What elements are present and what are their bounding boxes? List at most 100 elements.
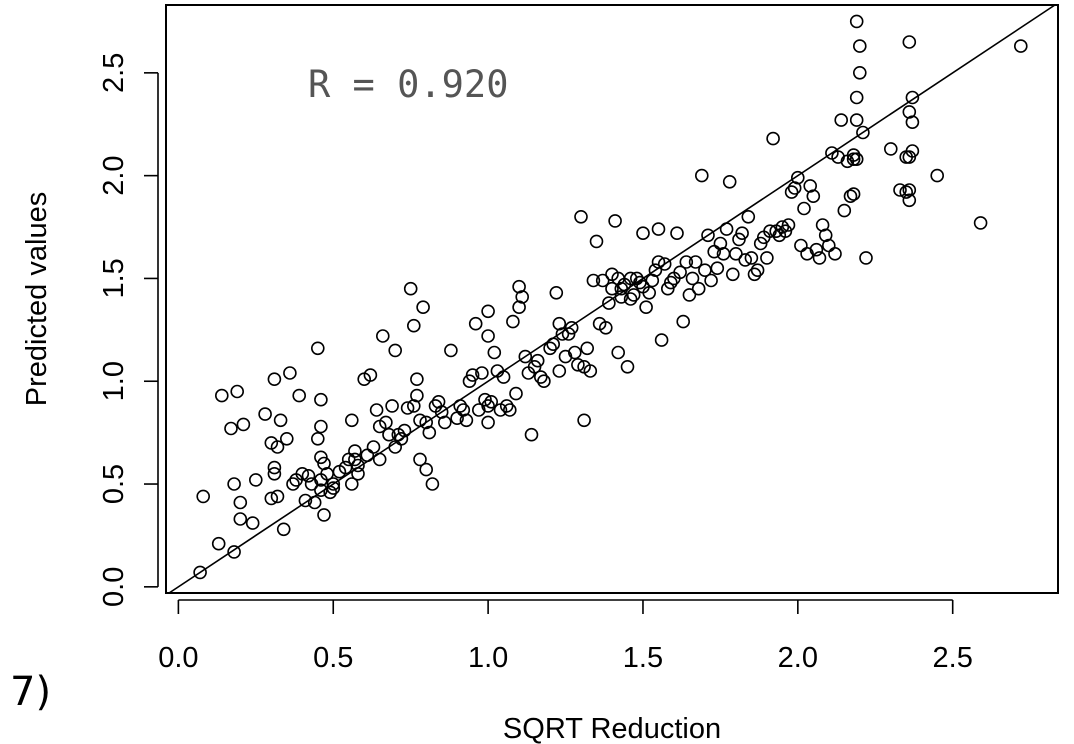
data-point: [310, 431, 325, 446]
data-point: [264, 491, 279, 506]
y-axis-label: Predicted values: [21, 192, 53, 406]
data-point: [694, 168, 709, 183]
data-point: [283, 366, 297, 380]
data-point: [583, 364, 598, 378]
data-point: [679, 255, 694, 269]
data-point: [292, 388, 307, 403]
data-point: [487, 345, 502, 360]
y-tick-label: 1.0: [98, 361, 130, 401]
x-tick-label: 1.5: [623, 642, 663, 674]
data-point: [465, 368, 480, 382]
data-point: [310, 341, 325, 356]
data-point: [806, 189, 821, 203]
data-point: [348, 444, 362, 458]
data-point: [249, 473, 263, 487]
data-point: [905, 144, 920, 158]
data-point: [410, 388, 424, 403]
data-point: [326, 477, 341, 491]
data-point: [314, 450, 328, 465]
data-point: [893, 183, 907, 197]
data-point: [468, 316, 483, 331]
data-point: [245, 516, 260, 530]
x-tick-label: 0.5: [313, 642, 353, 674]
data-point: [735, 226, 749, 240]
data-point: [843, 189, 858, 203]
data-point: [499, 399, 514, 413]
data-point: [834, 113, 849, 127]
points-layer: [193, 14, 1028, 580]
data-point: [481, 329, 495, 343]
data-point: [704, 273, 718, 288]
data-point: [682, 288, 697, 302]
data-point: [586, 273, 601, 288]
data-point: [732, 232, 746, 247]
data-point: [478, 392, 492, 407]
data-point: [626, 288, 641, 302]
data-point: [685, 271, 700, 286]
data-point: [753, 236, 768, 251]
x-ticks: 0.0 0.5 1.0 1.5 2.0 2.5: [158, 600, 973, 674]
data-point: [899, 185, 914, 199]
data-point: [747, 267, 762, 282]
data-point: [623, 292, 638, 306]
data-point: [369, 403, 384, 417]
data-point: [849, 90, 864, 105]
x-axis-label: SQRT Reduction: [503, 713, 721, 744]
plot-frame: [165, 4, 1059, 594]
data-point: [419, 462, 434, 477]
data-point: [270, 440, 285, 454]
data-point: [388, 343, 403, 358]
data-point: [828, 247, 842, 261]
data-point: [366, 440, 381, 454]
data-point: [530, 353, 545, 368]
data-point: [533, 370, 548, 384]
data-point: [273, 413, 288, 428]
data-point: [549, 285, 564, 300]
data-point: [902, 35, 917, 49]
data-point: [276, 522, 291, 537]
data-point: [425, 477, 440, 491]
data-point: [475, 366, 489, 380]
data-point: [267, 460, 282, 475]
data-point: [422, 425, 437, 440]
data-point: [750, 263, 765, 278]
data-point: [639, 300, 653, 315]
data-point: [193, 565, 207, 580]
data-point: [846, 187, 861, 201]
data-point: [663, 275, 678, 290]
data-point: [515, 290, 530, 304]
y-tick-label: 0.5: [98, 464, 130, 504]
data-point: [481, 399, 495, 413]
data-point: [481, 415, 495, 430]
data-point: [227, 545, 241, 559]
data-point: [317, 508, 331, 522]
data-point: [301, 468, 316, 483]
data-point: [883, 142, 898, 156]
data-point: [973, 216, 988, 230]
data-point: [809, 242, 824, 257]
x-tick-label: 2.0: [778, 642, 818, 674]
data-point: [444, 343, 458, 358]
data-point: [580, 341, 595, 356]
data-point: [524, 427, 539, 442]
data-point: [902, 193, 917, 208]
data-point: [608, 214, 622, 228]
data-point: [270, 489, 285, 504]
data-point: [902, 183, 917, 197]
data-point: [314, 419, 328, 434]
data-point: [905, 90, 920, 105]
data-point: [481, 304, 495, 319]
data-point: [298, 493, 313, 508]
data-point: [797, 201, 811, 216]
data-point: [413, 452, 427, 467]
data-point: [688, 255, 703, 269]
data-point: [552, 364, 567, 378]
data-point: [577, 413, 591, 428]
data-point: [571, 357, 585, 372]
data-point: [459, 413, 474, 428]
data-point: [852, 66, 867, 80]
data-point: [905, 115, 920, 129]
data-point: [567, 345, 582, 360]
data-point: [385, 399, 399, 413]
data-point: [849, 113, 864, 127]
